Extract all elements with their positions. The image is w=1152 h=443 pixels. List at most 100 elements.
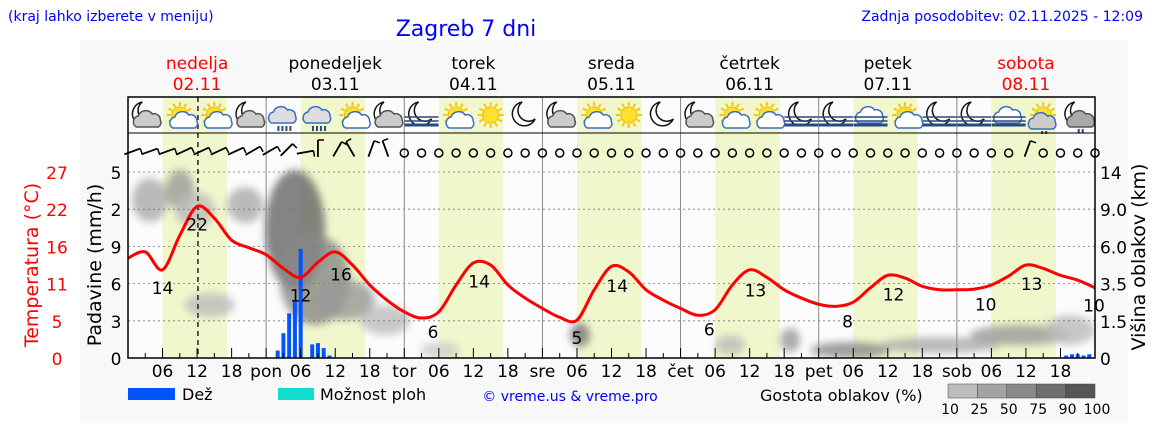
cloud-shape: [132, 110, 162, 128]
day-name: ponedeljek: [288, 54, 382, 74]
wind-barb-feather: [276, 146, 282, 153]
day-name: petek: [864, 54, 912, 74]
wind-barb-icon: [367, 140, 381, 157]
cloud-density-patch: [227, 187, 263, 223]
precipitation-bar: [281, 333, 286, 358]
sun-ray: [1050, 107, 1055, 112]
cloud-height-axis-label: Višina oblakov (km): [1128, 164, 1150, 351]
day-name: sreda: [588, 54, 635, 74]
legend-cloud-density-label: Gostota oblakov (%): [760, 386, 923, 405]
cloud-shape: [685, 110, 715, 128]
sun-ray: [617, 107, 622, 112]
wind-barb-feather: [174, 148, 178, 155]
sun-ray: [636, 107, 641, 112]
legend-rain-label: Dež: [182, 385, 213, 404]
sun-ray: [908, 103, 913, 108]
weather-icon-moon-cloud-icon: [684, 101, 715, 128]
sun-ray: [897, 103, 902, 108]
moon-shape: [511, 101, 536, 127]
wind-calm-icon: [589, 148, 599, 158]
wind-barb-feather: [292, 143, 298, 149]
wind-calm-icon: [434, 148, 444, 158]
wind-calm-icon: [675, 148, 686, 158]
wind-barb-shaft: [367, 140, 376, 157]
weather-icon-moon-fog-icon: [922, 101, 957, 127]
weather-icon-cloud-rain-icon: [302, 106, 332, 131]
temperature-label: 14: [468, 273, 490, 293]
wind-calm-icon: [986, 148, 997, 158]
precipitation-bar: [275, 350, 280, 358]
weather-icon-moon-cloud-icon: [235, 101, 266, 128]
page-title: Zagreb 7 dni: [396, 17, 537, 42]
sun-ray: [1031, 107, 1036, 112]
wind-calm-icon: [503, 148, 513, 158]
wind-barb-icon: [345, 138, 356, 157]
cloud-density-patch: [360, 305, 410, 335]
wind-calm-icon: [1072, 148, 1083, 158]
weather-icon-sun-cloud-icon: [753, 102, 786, 129]
x-hour-label: 18: [1050, 362, 1072, 382]
cloud-height-tick: 9.0: [1100, 201, 1127, 221]
weather-icon-sun-icon: [477, 102, 504, 128]
wind-calm-icon: [606, 148, 617, 158]
sun-ray: [221, 107, 227, 112]
sun-ray: [621, 122, 626, 127]
cloud-density-patch: [880, 337, 1000, 353]
wind-calm-icon: [658, 148, 669, 158]
cloud-density-swatch: [1065, 383, 1096, 399]
moon-shape: [649, 101, 674, 127]
cloud-density-tick: 90: [1059, 402, 1077, 418]
temperature-tick: 0: [52, 350, 63, 370]
temperature-label: 6: [428, 323, 439, 343]
wind-calm-icon: [831, 148, 841, 158]
sun-ray: [912, 107, 917, 112]
wind-calm-icon: [693, 148, 703, 158]
wind-barb-shaft: [345, 141, 356, 157]
weather-icon-cloud-rain-icon: [267, 106, 297, 131]
precipitation-tick: 9: [111, 238, 122, 258]
x-hour-label: 18: [497, 362, 519, 382]
cloud-density-swatch: [1035, 383, 1066, 399]
cloud-density-tick: 50: [1000, 402, 1018, 418]
wind-calm-icon: [917, 148, 928, 158]
temperature-label: 13: [1021, 275, 1043, 295]
x-hour-label: 06: [842, 362, 864, 382]
wind-barb-feather: [373, 140, 381, 144]
day-name: nedelja: [166, 54, 228, 74]
precipitation-bar: [1087, 354, 1092, 358]
cloud-density-patch: [810, 342, 890, 358]
wind-barb-icon: [245, 145, 264, 156]
wind-calm-icon: [537, 148, 548, 158]
temperature-label: 13: [745, 281, 767, 301]
precipitation-tick: 6: [111, 276, 122, 296]
wind-barb-icon: [332, 141, 348, 157]
sun-ray: [340, 107, 346, 112]
x-hour-label: 12: [739, 362, 761, 382]
sun-ray: [202, 107, 208, 112]
wind-barb-icon: [158, 147, 178, 156]
precipitation-bar: [292, 300, 297, 358]
weather-icon-moon-cloud-icon: [373, 101, 404, 128]
legend: Dež Možnost ploh © vreme.us & vreme.pro …: [128, 383, 1110, 418]
precipitation-bar: [310, 344, 315, 358]
temperature-axis-label: Temperatura (°C): [21, 183, 43, 348]
wind-calm-icon: [900, 148, 910, 158]
wind-barb-shaft: [296, 149, 314, 155]
precipitation-bar: [327, 355, 332, 358]
temperature-line: [127, 204, 1096, 324]
wind-barb-feather: [345, 138, 352, 143]
x-hour-label: 18: [221, 362, 243, 382]
weather-icon-sun-cloud-icon: [581, 102, 613, 129]
cloud-density-patch: [132, 178, 168, 222]
precipitation-tick: 0: [111, 350, 122, 370]
x-hour-label: 12: [463, 362, 485, 382]
wind-calm-icon: [762, 148, 772, 158]
sun-ray: [1046, 103, 1051, 108]
wind-barb-shaft: [381, 140, 390, 157]
city-hint[interactable]: (kraj lahko izberete v meniju): [8, 9, 214, 25]
temperature-label: 14: [152, 279, 174, 299]
temperature-tick: 11: [46, 276, 68, 296]
x-hour-label: 12: [186, 362, 208, 382]
x-hour-label: 18: [773, 362, 795, 382]
credit-link[interactable]: © vreme.us & vreme.pro: [482, 389, 657, 405]
